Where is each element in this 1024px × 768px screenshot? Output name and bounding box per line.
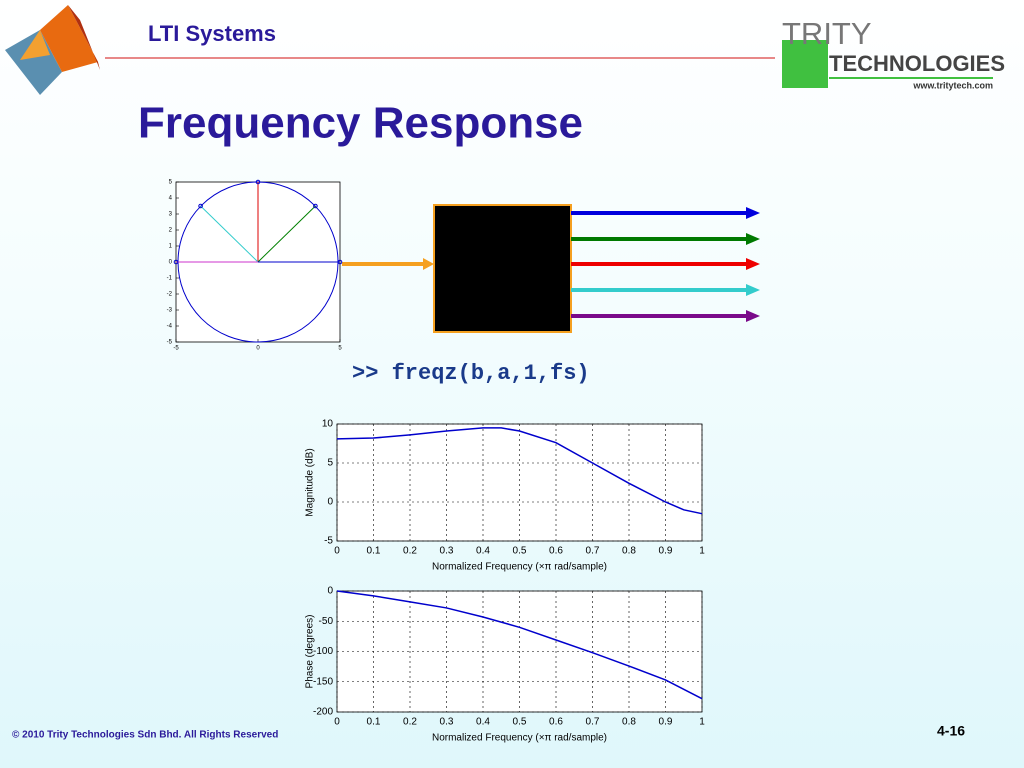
x-tick-label: 0.3 — [440, 717, 454, 728]
logo-url: www.tritytech.com — [912, 80, 993, 90]
x-tick-label: 5 — [338, 346, 342, 352]
point — [198, 203, 203, 209]
y-tick-label: 5 — [169, 180, 173, 186]
x-tick-label: 0.8 — [622, 546, 636, 557]
x-tick-label: 0.5 — [513, 546, 527, 557]
y-axis-label: Magnitude (dB) — [305, 448, 316, 516]
y-tick-label: -100 — [313, 646, 333, 657]
y-tick-label: -5 — [324, 536, 333, 547]
x-tick-label: 0.9 — [659, 717, 673, 728]
x-tick-label: 0 — [256, 346, 260, 352]
y-tick-label: -50 — [319, 616, 334, 627]
y-tick-label: 2 — [169, 228, 173, 234]
x-axis-label: Normalized Frequency (×π rad/sample) — [432, 733, 607, 744]
point — [313, 203, 318, 209]
x-tick-label: 0.7 — [586, 717, 600, 728]
data-line — [336, 427, 703, 515]
x-tick-label: 0.6 — [549, 717, 563, 728]
block-diagram — [342, 204, 760, 333]
x-tick-label: 0.7 — [586, 546, 600, 557]
point — [255, 179, 261, 185]
x-tick-label: 0.2 — [403, 546, 417, 557]
y-tick-label: 5 — [327, 458, 333, 469]
x-tick-label: 0.8 — [622, 717, 636, 728]
x-axis-label: Normalized Frequency (×π rad/sample) — [432, 562, 607, 573]
y-tick-label: -4 — [167, 324, 173, 330]
x-tick-label: 0.5 — [513, 717, 527, 728]
y-tick-label: -200 — [313, 707, 333, 718]
point — [173, 259, 179, 265]
data-line — [336, 590, 703, 700]
vector — [200, 205, 259, 263]
x-tick-label: 0.4 — [476, 717, 490, 728]
x-tick-label: -5 — [173, 346, 179, 352]
y-tick-label: 10 — [322, 419, 334, 430]
matlab-logo — [5, 5, 100, 95]
y-tick-label: 3 — [169, 212, 173, 218]
logo-sub: TECHNOLOGIES — [829, 51, 1005, 76]
logo-name: TRITY — [782, 16, 872, 51]
y-tick-label: 0 — [169, 260, 173, 266]
x-tick-label: 0.3 — [440, 546, 454, 557]
vector — [257, 205, 316, 263]
footer: © 2010 Trity Technologies Sdn Bhd. All R… — [12, 730, 278, 741]
company-logo: TRITY TECHNOLOGIES www.tritytech.com — [782, 16, 1005, 90]
x-tick-label: 0.1 — [367, 546, 381, 557]
x-tick-label: 1 — [699, 546, 705, 557]
y-tick-label: 0 — [327, 586, 333, 597]
x-tick-label: 0 — [334, 717, 340, 728]
y-tick-label: -3 — [167, 308, 173, 314]
x-tick-label: 0.9 — [659, 546, 673, 557]
point — [337, 259, 343, 265]
x-tick-label: 0.1 — [367, 717, 381, 728]
x-tick-label: 0.6 — [549, 546, 563, 557]
section-title: LTI Systems — [148, 21, 276, 46]
page-number: 4-16 — [937, 723, 965, 739]
x-tick-label: 0 — [334, 546, 340, 557]
x-tick-label: 0.4 — [476, 546, 490, 557]
slide-title: Frequency Response — [138, 99, 583, 148]
y-tick-label: 0 — [327, 497, 333, 508]
y-tick-label: 1 — [169, 244, 173, 250]
y-tick-label: -150 — [313, 676, 333, 687]
plot-area — [336, 423, 703, 542]
x-tick-label: 0.2 — [403, 717, 417, 728]
y-tick-label: -5 — [167, 340, 173, 346]
command: >> freqz(b,a,1,fs) — [352, 361, 590, 386]
x-tick-label: 1 — [699, 717, 705, 728]
y-tick-label: -2 — [167, 292, 173, 298]
y-axis-label: Phase (degrees) — [305, 615, 316, 689]
y-tick-label: 4 — [169, 196, 173, 202]
y-tick-label: -1 — [167, 276, 173, 282]
